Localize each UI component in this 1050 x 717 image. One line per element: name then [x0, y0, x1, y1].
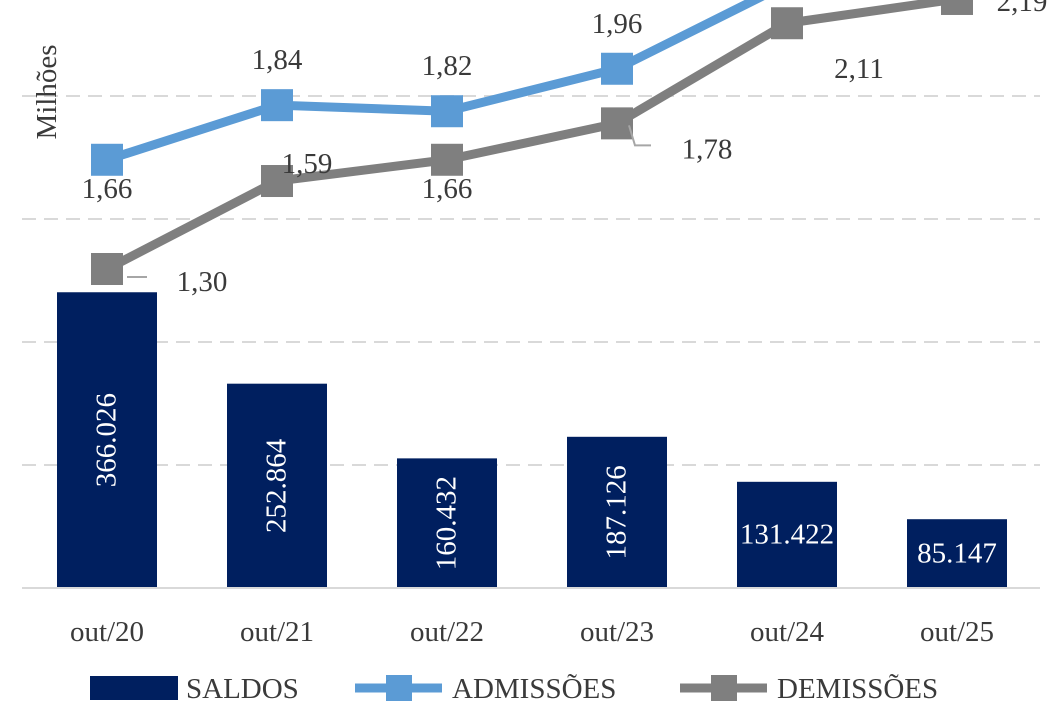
- line-marker: [261, 165, 293, 198]
- admissoes-data-label: 1,96: [592, 8, 643, 40]
- x-tick-label: out/20: [70, 616, 144, 648]
- demissoes-data-label: 1,66: [422, 173, 473, 205]
- line-marker: [601, 52, 633, 85]
- legend-label-admissoes: ADMISSÕES: [452, 673, 616, 705]
- line-marker: [601, 107, 633, 140]
- x-tick-labels: out/20 out/21 out/22 out/23 out/24 out/25: [70, 616, 994, 648]
- y-axis-label: Milhões: [31, 44, 63, 139]
- x-tick-label: out/24: [750, 616, 825, 648]
- line-marker: [431, 95, 463, 128]
- demissoes-data-label: 1,59: [282, 148, 333, 180]
- saldo-bar-label: 187.126: [601, 465, 633, 559]
- line-marker: [431, 143, 463, 176]
- legend-marker-admissoes: [386, 675, 412, 701]
- line-marker: [771, 7, 803, 40]
- x-tick-label: out/25: [920, 616, 994, 648]
- saldo-bar: [227, 383, 327, 588]
- gridlines: [22, 95, 1040, 466]
- saldo-bar-label: 85.147: [917, 537, 997, 569]
- line-data-labels: 1,661,841,821,962,242,271,301,591,661,78…: [82, 0, 1048, 298]
- line-demissões: [104, 0, 958, 273]
- legend-label-saldos: SALDOS: [186, 673, 299, 705]
- saldos-bar-labels: 366.026 252.864 160.432 187.126 131.422 85.14…: [91, 393, 997, 570]
- saldo-bar-label: 366.026: [91, 393, 123, 487]
- saldo-bar: [907, 519, 1007, 588]
- leader-line: [628, 125, 651, 147]
- saldos-bars: [57, 292, 1007, 588]
- legend-swatch-saldos: [90, 676, 178, 700]
- saldo-bar-label: 252.864: [261, 438, 293, 533]
- saldo-bar-label: 131.422: [740, 519, 834, 551]
- line-marker: [91, 253, 123, 285]
- line-admissões: [105, 0, 765, 165]
- line-marker: [261, 89, 293, 122]
- saldo-bar-label: 160.432: [431, 476, 463, 570]
- legend: SALDOS ADMISSÕES DEMISSÕES: [90, 673, 938, 705]
- saldo-bar: [397, 458, 497, 588]
- legend-marker-demissoes: [711, 675, 737, 701]
- line-marker: [941, 0, 973, 15]
- line-series: [91, 0, 973, 285]
- demissoes-data-label: 1,30: [177, 266, 228, 298]
- saldo-bar: [57, 292, 157, 588]
- admissoes-data-label: 1,84: [252, 44, 303, 76]
- line-marker: [91, 143, 123, 176]
- x-tick-label: out/23: [580, 616, 654, 648]
- saldo-bar: [737, 481, 837, 588]
- demissoes-data-label: 2,11: [834, 53, 884, 85]
- x-tick-label: out/21: [240, 616, 314, 648]
- demissoes-data-label: 2,19: [997, 0, 1048, 18]
- demissoes-data-label: 1,78: [682, 133, 733, 165]
- x-tick-label: out/22: [410, 616, 484, 648]
- admissoes-data-label: 1,66: [82, 173, 133, 205]
- saldo-bar: [567, 436, 667, 588]
- legend-label-demissoes: DEMISSÕES: [777, 673, 938, 705]
- admissoes-data-label: 1,82: [422, 50, 473, 82]
